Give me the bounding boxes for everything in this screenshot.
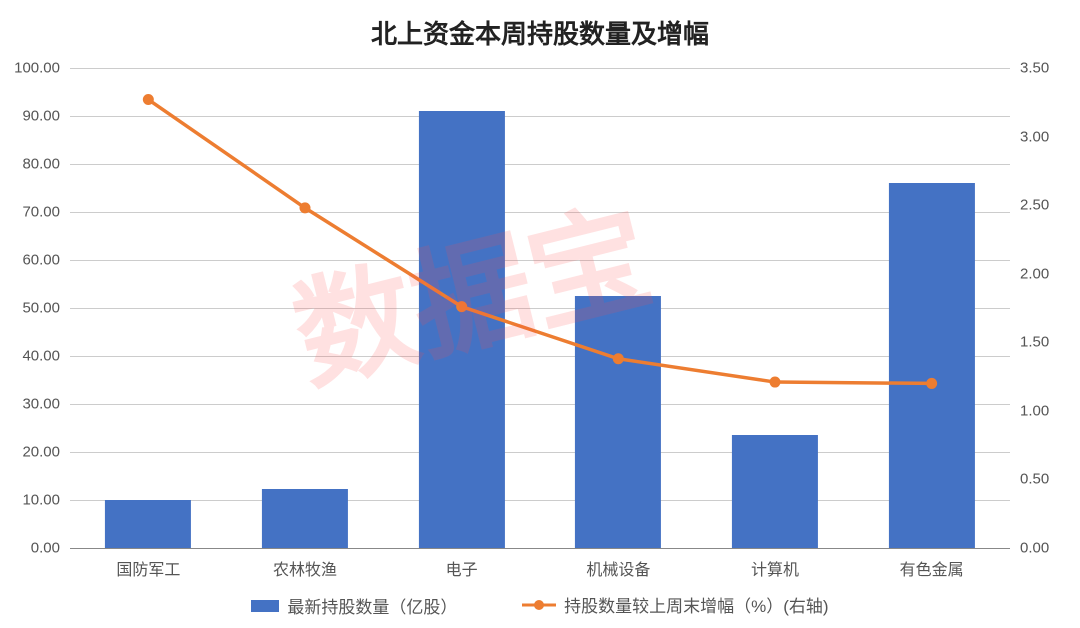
line-path [148,100,931,384]
legend-swatch-line [522,598,556,612]
y-left-tick: 90.00 [0,108,60,125]
y-right-tick: 3.00 [1020,128,1070,145]
x-tick-label: 机械设备 [586,556,650,580]
y-left-tick: 70.00 [0,204,60,221]
y-right-tick: 0.00 [1020,540,1070,557]
y-left-tick: 20.00 [0,444,60,461]
y-right-tick: 1.50 [1020,334,1070,351]
plot-area: 0.0010.0020.0030.0040.0050.0060.0070.008… [70,68,1010,548]
legend-item-line: 持股数量较上周末增幅（%）(右轴) [522,592,828,617]
line-marker [927,378,937,388]
y-left-tick: 50.00 [0,300,60,317]
line-marker [613,354,623,364]
y-left-tick: 40.00 [0,348,60,365]
chart-title: 北上资金本周持股数量及增幅 [0,0,1080,57]
y-left-tick: 60.00 [0,252,60,269]
line-marker [457,302,467,312]
y-right-tick: 1.00 [1020,402,1070,419]
y-left-tick: 10.00 [0,492,60,509]
line-marker [770,377,780,387]
y-right-tick: 3.50 [1020,60,1070,77]
chart-container: 北上资金本周持股数量及增幅 0.0010.0020.0030.0040.0050… [0,0,1080,628]
x-tick-label: 电子 [446,556,478,580]
x-tick-label: 农林牧渔 [273,556,337,580]
y-left-tick: 30.00 [0,396,60,413]
legend: 最新持股数量（亿股） 持股数量较上周末增幅（%）(右轴) [0,592,1080,618]
y-right-tick: 0.50 [1020,471,1070,488]
x-tick-label: 国防军工 [116,556,180,580]
legend-item-bar: 最新持股数量（亿股） [251,593,457,618]
legend-line-label: 持股数量较上周末增幅（%）(右轴) [564,592,828,617]
y-left-tick: 0.00 [0,540,60,557]
legend-swatch-bar [251,600,279,612]
line-marker [143,95,153,105]
x-tick-label: 有色金属 [900,556,964,580]
axis-baseline [70,548,1010,549]
y-right-tick: 2.50 [1020,197,1070,214]
legend-bar-label: 最新持股数量（亿股） [287,593,457,618]
x-tick-label: 计算机 [751,556,799,580]
y-left-tick: 80.00 [0,156,60,173]
line-series-svg [70,68,1010,548]
y-right-tick: 2.00 [1020,265,1070,282]
line-marker [300,203,310,213]
y-left-tick: 100.00 [0,60,60,77]
